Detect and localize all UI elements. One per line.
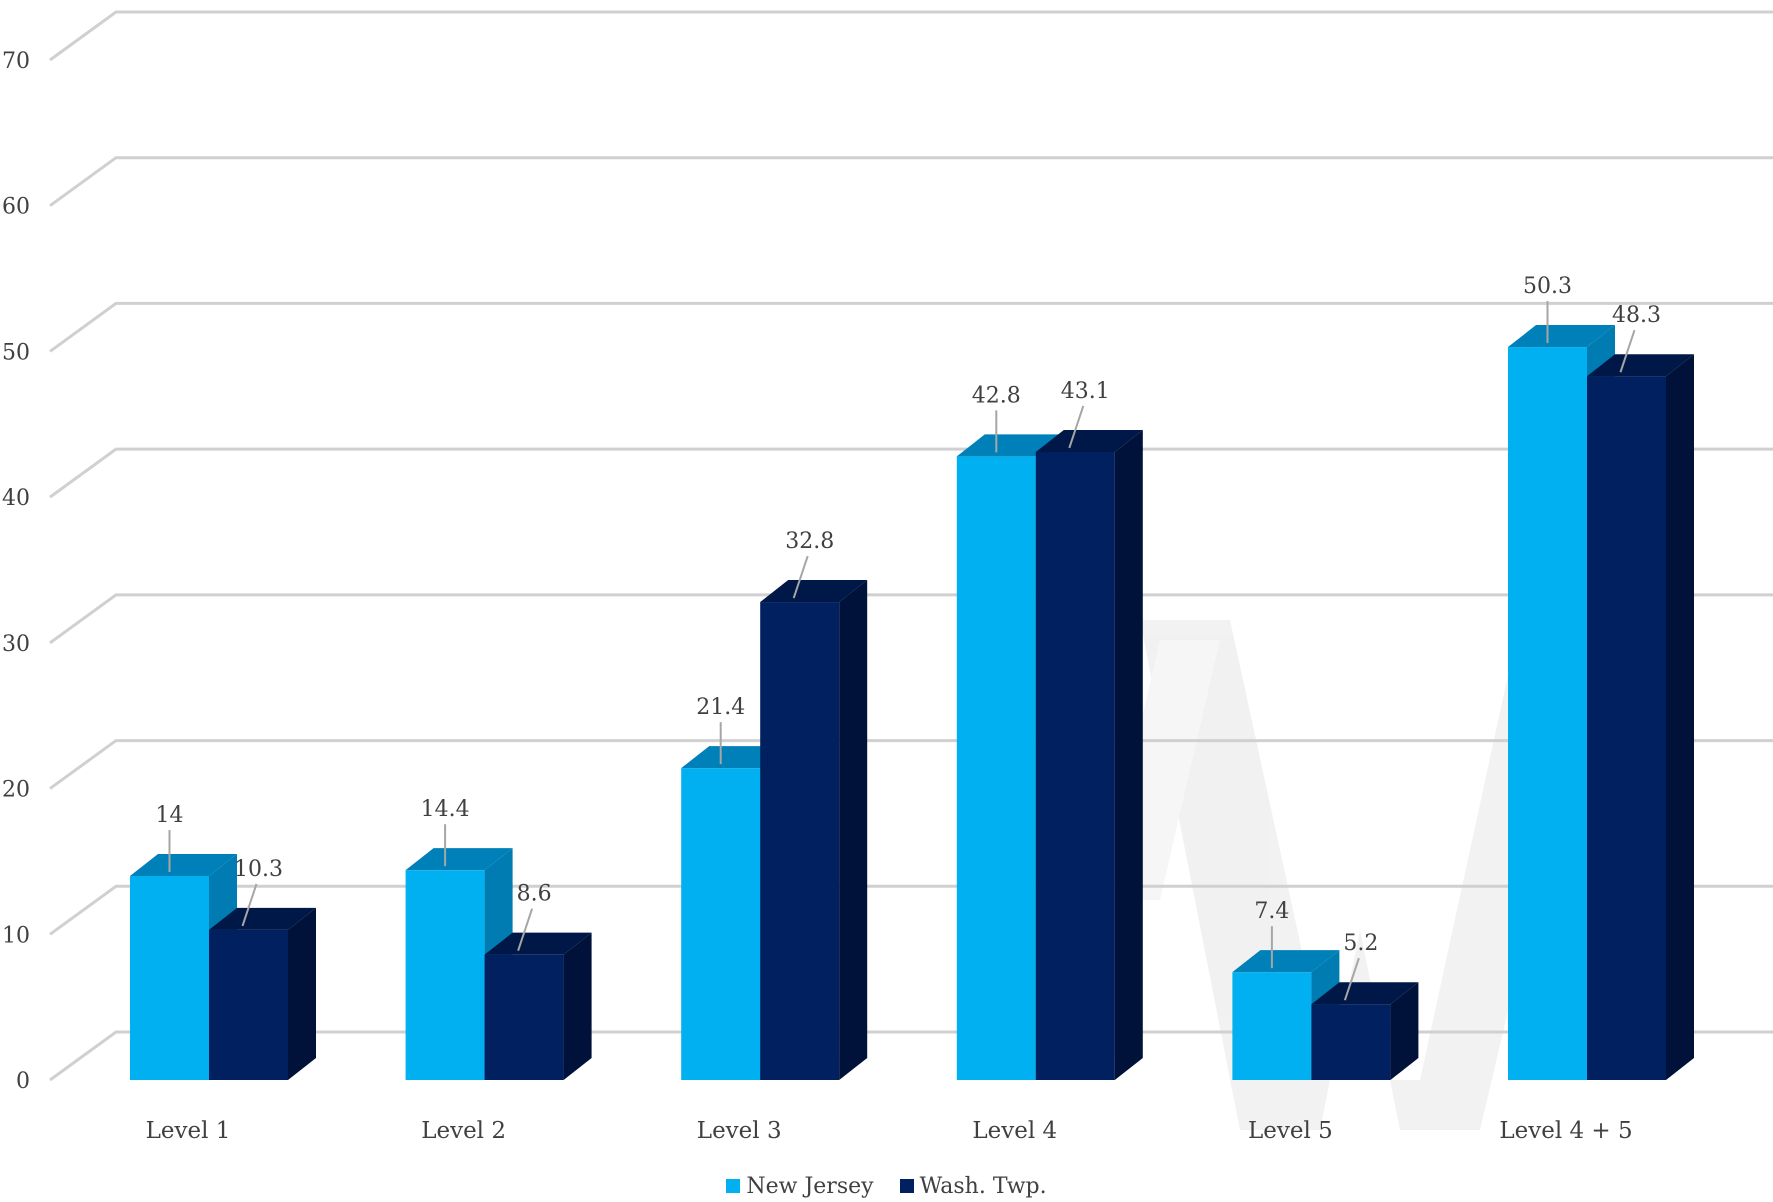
data-label-6-2: 48.3 <box>1612 303 1661 328</box>
category-label-3: Level 3 <box>697 1118 782 1144</box>
legend-item-wash-twp: Wash. Twp. <box>899 1173 1047 1199</box>
legend-swatch-wash-twp <box>899 1179 914 1193</box>
y-tick-label-7: 70 <box>2 49 30 74</box>
leader-line-2-2 <box>517 908 534 952</box>
bar-2-2-front <box>484 954 564 1080</box>
y-tick-label-2: 20 <box>2 778 30 803</box>
legend-label-new-jersey: New Jersey <box>746 1173 874 1199</box>
bar-4-2-top <box>1035 429 1143 452</box>
bars <box>130 325 1694 1080</box>
gridline-5 <box>49 301 1773 353</box>
category-label-2: Level 2 <box>421 1118 506 1144</box>
leader-line-1-2 <box>241 883 258 927</box>
category-label-6: Level 4 + 5 <box>1499 1118 1632 1144</box>
data-label-5-1: 7.4 <box>1254 899 1289 924</box>
gridline-2 <box>49 739 1773 790</box>
data-label-6-1: 50.3 <box>1523 274 1572 299</box>
bar-4-2-side <box>1114 429 1143 1080</box>
bar-4-2-front <box>1035 451 1115 1080</box>
leader-line-4-2 <box>1068 405 1085 449</box>
bar-3-2-front <box>760 602 840 1080</box>
bar-5-2-side <box>1390 982 1419 1080</box>
gridline-1 <box>49 884 1773 936</box>
bar-3-2-side <box>839 580 868 1080</box>
data-label-4-2: 43.1 <box>1061 379 1110 404</box>
bar-5-1-front <box>1232 972 1312 1080</box>
bar-1-2-side <box>288 907 316 1080</box>
data-label-2-2: 8.6 <box>517 882 552 907</box>
bar-2-2-side <box>563 932 592 1080</box>
gridline-3 <box>49 593 1773 645</box>
data-label-leaders <box>168 301 1636 1001</box>
leader-line-5-2 <box>1343 957 1360 1001</box>
leader-line-3-2 <box>792 555 809 599</box>
gridline-7 <box>49 10 1773 62</box>
bar-6-2-side <box>1666 354 1694 1080</box>
y-axis-ticks: 0 10 20 30 40 50 60 70 <box>2 49 30 1094</box>
gridlines <box>49 10 1773 1082</box>
category-label-1: Level 1 <box>146 1118 231 1144</box>
legend-item-new-jersey: New Jersey <box>726 1173 874 1199</box>
bar-5-2-top <box>1311 982 1419 1005</box>
data-label-3-1: 21.4 <box>696 695 745 720</box>
legend-label-wash-twp: Wash. Twp. <box>919 1173 1047 1199</box>
gridline-6 <box>49 156 1773 207</box>
category-label-4: Level 4 <box>972 1118 1057 1144</box>
data-label-5-2: 5.2 <box>1343 931 1378 956</box>
bar-1-2-front <box>209 929 288 1080</box>
bar-1-1-front <box>130 876 209 1080</box>
data-label-1-2: 10.3 <box>234 857 283 882</box>
gridline-4 <box>49 447 1773 499</box>
bar-2-2-top <box>484 932 592 955</box>
y-tick-label-0: 0 <box>16 1069 30 1094</box>
data-label-4-1: 42.8 <box>972 383 1021 408</box>
bar-6-2-top <box>1587 354 1694 377</box>
y-tick-label-1: 10 <box>2 923 30 948</box>
y-tick-label-3: 30 <box>2 632 30 657</box>
bar-6-2-front <box>1587 376 1666 1080</box>
data-label-2-1: 14.4 <box>421 797 470 822</box>
data-label-1-1: 14 <box>156 803 184 828</box>
y-tick-label-5: 50 <box>2 340 30 365</box>
bar-3-2-top <box>760 580 868 603</box>
y-tick-label-6: 60 <box>2 195 30 220</box>
bar-6-1-top <box>1508 325 1615 348</box>
data-label-3-2: 32.8 <box>785 529 834 554</box>
data-labels: 14 10.3 14.4 8.6 21.4 32.8 42.8 43.1 7.4 5.2 50.3 4… <box>156 274 1661 956</box>
bar-2-1-front <box>405 870 485 1080</box>
bar-5-1-top <box>1232 950 1340 973</box>
y-tick-label-4: 40 <box>2 486 30 511</box>
bar-3-1-front <box>681 768 761 1080</box>
legend: New Jersey Wash. Twp. <box>0 1170 1773 1202</box>
bar-5-2-front <box>1311 1004 1391 1080</box>
legend-swatch-new-jersey <box>726 1179 741 1193</box>
category-label-5: Level 5 <box>1248 1118 1333 1144</box>
leader-line-6-2 <box>1619 329 1636 373</box>
bar-6-1-front <box>1508 347 1587 1080</box>
bar-1-1-top <box>130 854 237 876</box>
bar-1-2-top <box>209 907 316 930</box>
bar-4-1-front <box>956 456 1036 1080</box>
bar-4-1-top <box>956 434 1064 457</box>
bar-2-1-top <box>405 848 513 871</box>
x-axis-categories: Level 1 Level 2 Level 3 Level 4 Level 5 Level… <box>146 1118 1633 1144</box>
gridline-0 <box>49 1030 1773 1082</box>
